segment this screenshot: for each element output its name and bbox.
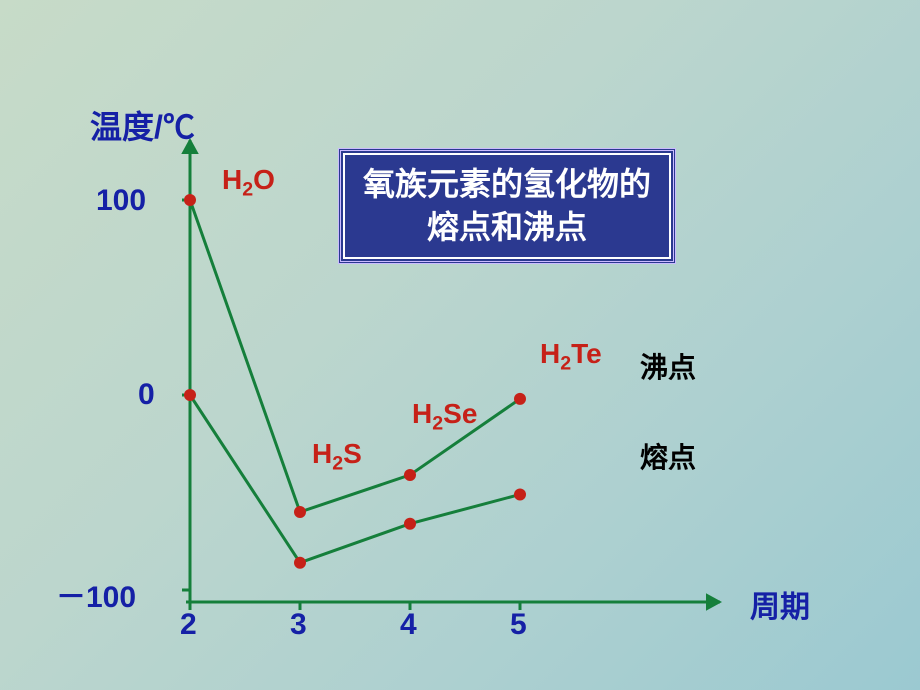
chart-title-line1: 氧族元素的氢化物的 [363,163,651,206]
point-label: H2Se [412,398,477,436]
marker-melting_point [294,557,306,569]
marker-melting_point [184,389,196,401]
y-tick-label: －100 [56,572,136,616]
chart-title-line2: 熔点和沸点 [363,206,651,249]
x-tick-label: 4 [400,608,417,642]
point-label: H2S [312,438,362,476]
point-label: H2Te [540,338,602,376]
y-tick-label: 0 [138,378,155,412]
y-axis-label: 温度/℃ [90,102,195,148]
marker-boiling_point [404,469,416,481]
series-label-melting_point: 熔点 [640,436,696,476]
x-axis-arrow [706,593,722,611]
x-tick-label: 3 [290,608,307,642]
chart-title-box: 氧族元素的氢化物的熔点和沸点 [338,148,676,264]
marker-boiling_point [294,506,306,518]
x-tick-label: 5 [510,608,527,642]
x-tick-label: 2 [180,608,197,642]
marker-melting_point [514,488,526,500]
marker-boiling_point [184,194,196,206]
point-label: H2O [222,164,275,202]
x-axis-label: 周期 [750,582,810,626]
y-tick-label: 100 [96,184,146,218]
marker-boiling_point [514,393,526,405]
series-label-boiling_point: 沸点 [640,346,696,386]
marker-melting_point [404,518,416,530]
